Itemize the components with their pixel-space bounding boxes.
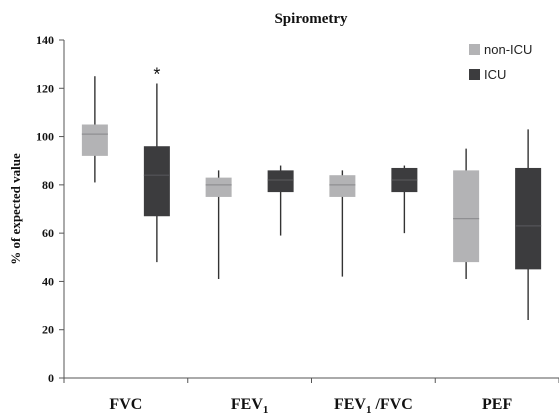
y-tick-label: 80: [42, 178, 54, 192]
annotations: *: [153, 64, 160, 84]
box-non-ICU-2: [329, 170, 356, 277]
x-tick-main: FEV: [231, 396, 263, 413]
boxes: [81, 76, 542, 321]
box-body: [205, 177, 232, 197]
legend: non-ICU ICU: [469, 42, 532, 82]
box-body: [515, 167, 542, 270]
y-axis-label: % of expected value: [8, 153, 23, 265]
chart-title: Spirometry: [274, 11, 348, 27]
box-ICU-3: [515, 129, 542, 321]
legend-swatch: [469, 44, 480, 55]
x-tick-main: FEV: [334, 396, 366, 413]
box-ICU-0: [143, 83, 170, 263]
box-body: [329, 175, 356, 197]
x-tick-label: FEV1: [231, 396, 269, 416]
y-tick-label: 140: [36, 33, 54, 47]
box-non-ICU-3: [453, 148, 480, 280]
y-tick-label: 20: [42, 323, 54, 337]
x-tick-main: PEF: [482, 396, 512, 413]
y-tick-label: 0: [48, 371, 54, 385]
box-non-ICU-1: [205, 170, 232, 280]
legend-swatch: [469, 69, 480, 80]
y-tick-label: 40: [42, 274, 54, 288]
x-tick-labels: FVC FEV1 FEV1 /FVC PEF: [109, 396, 512, 416]
x-tick-main: FVC: [109, 396, 142, 413]
box-ICU-2: [391, 165, 418, 234]
box-body: [143, 146, 170, 217]
y-tick-label: 120: [36, 81, 54, 95]
x-tick-label: PEF: [482, 396, 512, 413]
y-tick-label: 60: [42, 226, 54, 240]
box-non-ICU-0: [81, 76, 108, 183]
axes: 0 20 40 60 80 100 120 140: [36, 33, 559, 385]
y-tick-label: 100: [36, 130, 54, 144]
box-body: [453, 170, 480, 263]
x-tick-label: FEV1 /FVC: [334, 396, 413, 416]
x-tick-label: FVC: [109, 396, 142, 413]
x-tick-subscript: 1: [366, 404, 372, 416]
significance-marker: *: [153, 64, 160, 84]
box-body: [267, 170, 294, 193]
legend-label: ICU: [484, 67, 506, 82]
box-ICU-1: [267, 165, 294, 236]
x-tick-subscript: 1: [263, 404, 269, 416]
x-tick-suffix: /FVC: [371, 396, 412, 413]
box-body: [81, 124, 108, 156]
legend-label: non-ICU: [484, 42, 532, 57]
